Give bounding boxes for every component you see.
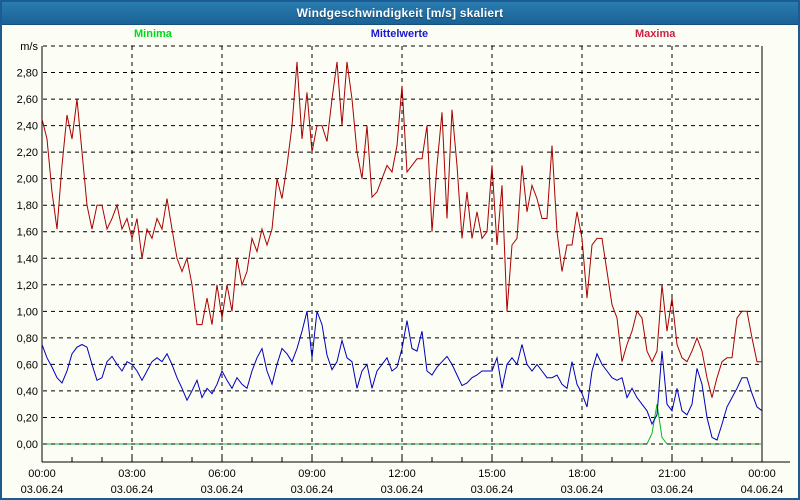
x-tick-date-label: 03.06.24 bbox=[111, 484, 154, 496]
y-tick-label: 0,60 bbox=[17, 359, 38, 371]
x-tick-time-label: 09:00 bbox=[298, 468, 326, 480]
x-tick-time-label: 18:00 bbox=[568, 468, 596, 480]
chart-legend: Minima Mittelwerte Maxima bbox=[2, 26, 798, 44]
y-tick-label: 2,80 bbox=[17, 68, 38, 80]
maxima-line bbox=[41, 61, 762, 398]
x-tick-date-label: 03.06.24 bbox=[381, 484, 424, 496]
x-tick-time-label: 15:00 bbox=[478, 468, 506, 480]
x-tick-time-label: 00:00 bbox=[28, 468, 56, 480]
x-tick-time-label: 00:00 bbox=[748, 468, 776, 480]
y-tick-label: 1,00 bbox=[17, 306, 38, 318]
x-tick-time-label: 03:00 bbox=[118, 468, 146, 480]
y-tick-label: 2,60 bbox=[17, 94, 38, 106]
minima-line bbox=[42, 404, 762, 445]
x-tick-date-label: 03.06.24 bbox=[291, 484, 334, 496]
y-axis-unit-label: m/s bbox=[20, 41, 38, 53]
y-tick-label: 1,80 bbox=[17, 200, 38, 212]
x-tick-date-label: 03.06.24 bbox=[561, 484, 604, 496]
y-tick-label: 2,40 bbox=[17, 121, 38, 133]
x-tick-date-label: 04.06.24 bbox=[741, 484, 784, 496]
y-tick-label: 2,00 bbox=[17, 174, 38, 186]
legend-minima-label: Minima bbox=[134, 28, 172, 40]
x-tick-date-label: 03.06.24 bbox=[21, 484, 64, 496]
legend-maxima-label: Maxima bbox=[635, 28, 676, 40]
title-bar: Windgeschwindigkeit [m/s] skaliert bbox=[2, 2, 798, 25]
x-tick-date-label: 03.06.24 bbox=[201, 484, 244, 496]
x-tick-date-label: 03.06.24 bbox=[471, 484, 514, 496]
mittelwerte-line bbox=[41, 311, 763, 441]
y-tick-label: 0,80 bbox=[17, 333, 38, 345]
y-tick-label: 2,20 bbox=[17, 147, 38, 159]
x-tick-time-label: 12:00 bbox=[388, 468, 416, 480]
window-title: Windgeschwindigkeit [m/s] skaliert bbox=[296, 6, 504, 20]
y-tick-label: 1,60 bbox=[17, 227, 38, 239]
x-tick-time-label: 06:00 bbox=[208, 468, 236, 480]
legend-mittelwerte-label: Mittelwerte bbox=[370, 28, 429, 40]
x-tick-time-label: 21:00 bbox=[658, 468, 686, 480]
y-tick-label: 0,40 bbox=[17, 386, 38, 398]
y-tick-label: 0,20 bbox=[17, 412, 38, 424]
y-tick-label: 1,20 bbox=[17, 280, 38, 292]
y-tick-label: 1,40 bbox=[17, 253, 38, 265]
x-tick-date-label: 03.06.24 bbox=[651, 484, 694, 496]
y-tick-label: 0,00 bbox=[17, 439, 38, 451]
